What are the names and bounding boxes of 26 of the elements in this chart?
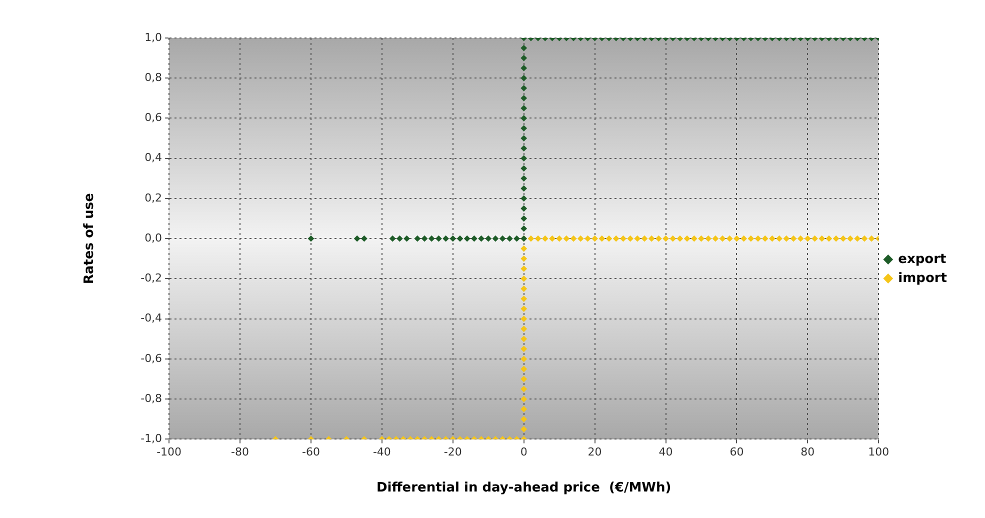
y-tick-label: -1,0	[140, 432, 162, 446]
x-tick-label: 20	[588, 446, 602, 459]
y-tick-label: 0,8	[144, 70, 162, 84]
x-tick-label: 40	[658, 446, 673, 459]
y-tick-label: -0,6	[140, 352, 162, 365]
x-tick-label: -100	[156, 446, 182, 459]
legend-label: export	[898, 252, 946, 267]
x-tick-label: -20	[444, 446, 462, 459]
y-tick-label: 0,6	[144, 111, 162, 124]
x-tick-label: 0	[520, 446, 528, 459]
x-tick-label: -40	[372, 446, 391, 459]
y-tick-label: 0,2	[144, 191, 162, 204]
y-axis-title: Rates of use	[82, 192, 98, 284]
legend-label: import	[898, 270, 948, 286]
y-tick-label: -0,4	[140, 312, 162, 325]
x-tick-label: -60	[302, 446, 320, 459]
y-tick-label: 1,0	[144, 30, 162, 44]
x-tick-label: -80	[231, 446, 250, 459]
y-tick-label: 0,4	[144, 151, 162, 164]
x-tick-label: 80	[800, 446, 815, 459]
y-tick-label: -0,2	[140, 272, 162, 285]
x-tick-label: 100	[868, 446, 890, 459]
y-tick-label: 0,0	[144, 231, 162, 244]
x-axis-title: Differential in day-ahead price (€/MWh)	[376, 480, 672, 496]
y-tick-label: -0,8	[140, 392, 162, 405]
x-tick-label: 60	[730, 446, 744, 459]
